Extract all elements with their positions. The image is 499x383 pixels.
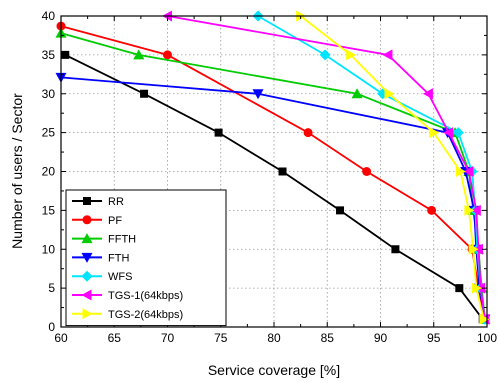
data-point-tgs-2-64kbps (471, 282, 482, 294)
data-point-tgs-2-64kbps (464, 204, 475, 216)
data-point-tgs-2-64kbps (384, 88, 395, 100)
data-point-tgs-2-64kbps (429, 127, 440, 139)
series-line-wfs (257, 15, 486, 320)
data-point-pf (362, 167, 372, 176)
legend-marker (81, 252, 93, 263)
legend-marker (82, 308, 93, 320)
data-point-tgs-2-64kbps (346, 49, 357, 61)
axis-layer: 60 65 70 75 80 85 90 95 100 0 5 10 15 20 25 30 35 40 (42, 9, 498, 345)
legend: RR PF FFTH FTH WFS TGS-1(64kbps) TGS-2(64kbps) (65, 189, 227, 327)
legend-item-fth: FTH (72, 252, 129, 264)
legend-marker (82, 215, 92, 225)
x-tick-label: 80 (267, 331, 281, 345)
x-tick-label: 90 (374, 331, 388, 345)
legend-label: TGS-2(64kbps) (108, 309, 183, 321)
data-point-rr (336, 206, 345, 215)
data-point-fth (252, 89, 264, 100)
data-point-rr (391, 245, 400, 254)
legend-item-wfs: WFS (72, 270, 132, 283)
series-line-fth (60, 76, 486, 320)
legend-marker (81, 289, 92, 301)
series-wfs (252, 10, 491, 325)
y-tick-label: 35 (42, 48, 56, 62)
data-point-wfs (452, 127, 464, 139)
data-point-wfs (319, 49, 331, 61)
legend-marker (83, 197, 91, 205)
series-line-pf (60, 25, 486, 320)
grid-layer (61, 16, 487, 327)
data-point-tgs-1-64kbps (382, 49, 393, 61)
legend-label: PF (108, 215, 122, 227)
data-point-tgs-1-64kbps (470, 204, 481, 216)
legend-item-pf: PF (72, 215, 122, 227)
x-tick-label: 95 (427, 331, 441, 345)
y-tick-label: 25 (42, 126, 56, 140)
data-point-tgs-1-64kbps (422, 88, 433, 100)
legend-item-tgs-2-64kbps: TGS-2(64kbps) (72, 308, 183, 321)
data-point-ffth (133, 49, 145, 60)
legend-marker (81, 233, 93, 244)
y-tick-label: 40 (42, 9, 56, 23)
series-layer (55, 10, 491, 325)
data-point-pf (427, 205, 437, 215)
series-line-rr (64, 54, 484, 320)
y-tick-label: 5 (48, 281, 55, 295)
series-tgs-2-64kbps (296, 10, 490, 325)
data-point-tgs-2-64kbps (455, 166, 466, 177)
x-tick-label: 60 (54, 331, 68, 345)
data-point-rr (278, 167, 287, 176)
x-tick-label: 85 (321, 331, 335, 345)
legend-label: TGS-1(64kbps) (108, 290, 183, 302)
data-point-tgs-1-64kbps (463, 166, 474, 177)
data-point-rr (214, 128, 223, 137)
y-axis-label: Number of users / Sector (9, 93, 25, 249)
legend-item-rr: RR (72, 196, 124, 208)
data-point-pf (303, 128, 313, 138)
data-point-rr (455, 284, 464, 293)
legend-label: WFS (108, 271, 132, 283)
data-point-ffth (351, 88, 363, 99)
x-tick-label: 75 (214, 331, 228, 345)
y-tick-label: 0 (48, 320, 55, 334)
legend-marker (81, 270, 93, 282)
x-tick-label: 100 (477, 331, 497, 345)
legend-item-ffth: FFTH (72, 233, 136, 246)
data-point-pf (163, 50, 172, 60)
x-axis-label: Service coverage [%] (208, 362, 340, 378)
data-point-tgs-1-64kbps (443, 127, 454, 139)
legend-label: FFTH (108, 234, 136, 246)
data-point-tgs-2-64kbps (468, 243, 479, 255)
x-tick-label: 70 (161, 331, 175, 345)
legend-label: RR (108, 196, 124, 208)
data-point-rr (140, 89, 149, 98)
x-tick-label: 65 (108, 331, 122, 345)
y-tick-label: 10 (42, 242, 56, 256)
y-tick-label: 30 (42, 87, 56, 101)
plot-frame (60, 15, 488, 328)
legend-item-tgs-1-64kbps: TGS-1(64kbps) (72, 289, 183, 302)
data-point-tgs-2-64kbps (479, 313, 490, 325)
y-tick-label: 20 (42, 165, 56, 179)
y-tick-label: 15 (42, 203, 56, 217)
legend-label: FTH (108, 252, 129, 264)
